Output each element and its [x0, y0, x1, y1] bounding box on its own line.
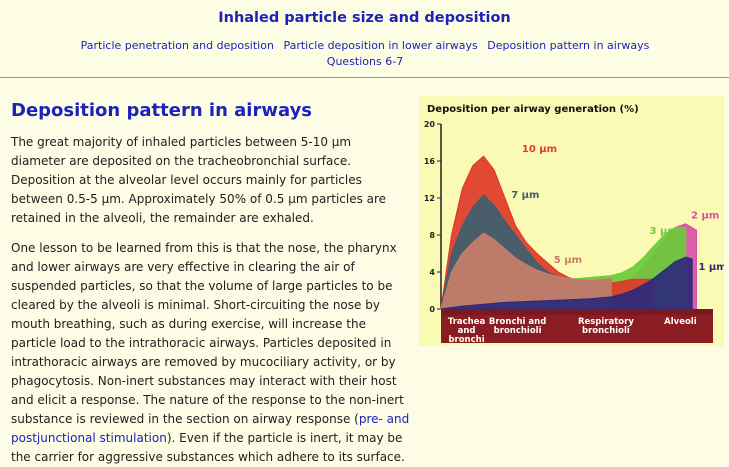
- x-category-label: Respiratory bronchioli: [578, 317, 634, 336]
- paragraph-1: The great majority of inhaled particles …: [11, 135, 387, 225]
- series-label: 2 µm: [691, 210, 719, 221]
- series-label: 3 µm: [650, 226, 678, 237]
- series-area-5m: [440, 232, 612, 310]
- chart-title: Deposition per airway generation (%): [427, 104, 639, 115]
- nav-link-questions[interactable]: Questions 6-7: [326, 55, 404, 68]
- deposition-chart-svg: Deposition per airway generation (%) 0 4 8…: [424, 104, 724, 345]
- nav-link-particle-penetration[interactable]: Particle penetration and deposition: [80, 39, 274, 52]
- x-category-label: Trachea and bronchi: [448, 317, 486, 345]
- y-tick-label: 16: [424, 157, 436, 166]
- series-label: 5 µm: [554, 255, 582, 266]
- y-tick-label: 0: [429, 305, 435, 314]
- deposition-chart: Deposition per airway generation (%) 0 4 8…: [419, 96, 724, 346]
- x-category-label: Bronchi and bronchioli: [489, 317, 546, 336]
- x-category-band: [441, 315, 713, 343]
- paragraph-2: One lesson to be learned from this is th…: [11, 239, 415, 467]
- y-tick-label: 8: [429, 231, 435, 240]
- y-tick-label: 20: [424, 120, 436, 129]
- x-category-label: Alveoli: [664, 317, 697, 327]
- header-divider: [0, 77, 729, 78]
- nav-link-deposition-pattern[interactable]: Deposition pattern in airways: [487, 39, 650, 52]
- series-label: 7 µm: [511, 190, 539, 201]
- y-tick-label: 12: [424, 194, 435, 203]
- page-title: Inhaled particle size and deposition: [218, 10, 511, 26]
- top-nav: Particle penetration and deposition Part…: [60, 38, 670, 70]
- paragraph-2-text: One lesson to be learned from this is th…: [11, 241, 404, 426]
- series-label: 10 µm: [522, 144, 557, 155]
- series-label: 1 µm: [698, 262, 724, 273]
- y-tick-label: 4: [429, 268, 435, 277]
- section-heading: Deposition pattern in airways: [11, 100, 313, 121]
- series-area-1m: [440, 256, 693, 310]
- nav-link-particle-deposition-lower[interactable]: Particle deposition in lower airways: [283, 39, 478, 52]
- x-axis-band: [441, 309, 713, 315]
